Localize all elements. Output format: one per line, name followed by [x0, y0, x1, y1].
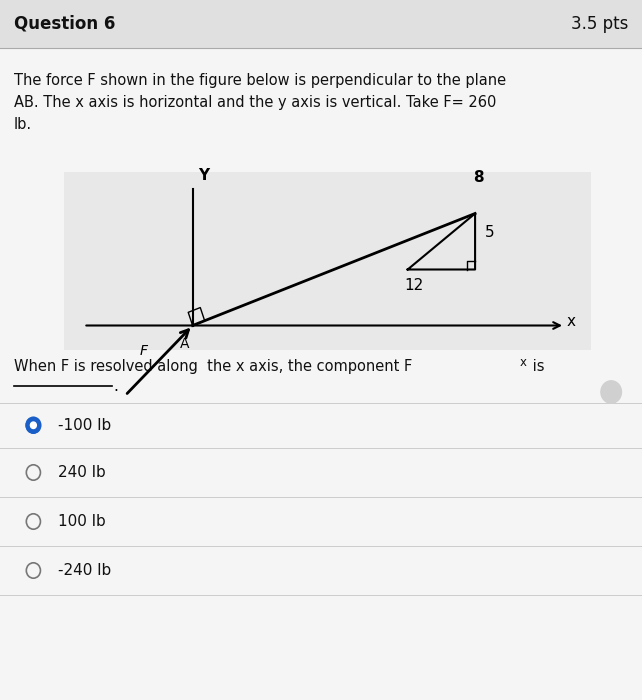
Circle shape	[601, 381, 621, 403]
Text: 100 lb: 100 lb	[58, 514, 105, 529]
Circle shape	[26, 417, 40, 433]
Text: is: is	[528, 359, 544, 374]
Text: Question 6: Question 6	[14, 15, 116, 33]
Circle shape	[30, 422, 37, 428]
Text: 5: 5	[485, 225, 494, 240]
Text: Y: Y	[198, 169, 209, 183]
Text: F: F	[140, 344, 148, 358]
Text: 240 lb: 240 lb	[58, 465, 105, 480]
Text: 12: 12	[404, 278, 424, 293]
Text: The force F shown in the figure below is perpendicular to the plane
AB. The x ax: The force F shown in the figure below is…	[14, 74, 507, 132]
Text: x: x	[566, 314, 575, 330]
Text: 3.5 pts: 3.5 pts	[571, 15, 628, 33]
Bar	[0, 0, 642, 48]
Text: .: .	[114, 379, 119, 394]
Text: When F is resolved along  the x axis, the component F: When F is resolved along the x axis, the…	[14, 359, 412, 374]
Text: -240 lb: -240 lb	[58, 563, 111, 578]
Text: A: A	[180, 337, 189, 351]
Text: x: x	[520, 356, 527, 370]
Text: -100 lb: -100 lb	[58, 418, 111, 433]
Text: 8: 8	[473, 171, 483, 186]
Bar	[64, 172, 591, 350]
